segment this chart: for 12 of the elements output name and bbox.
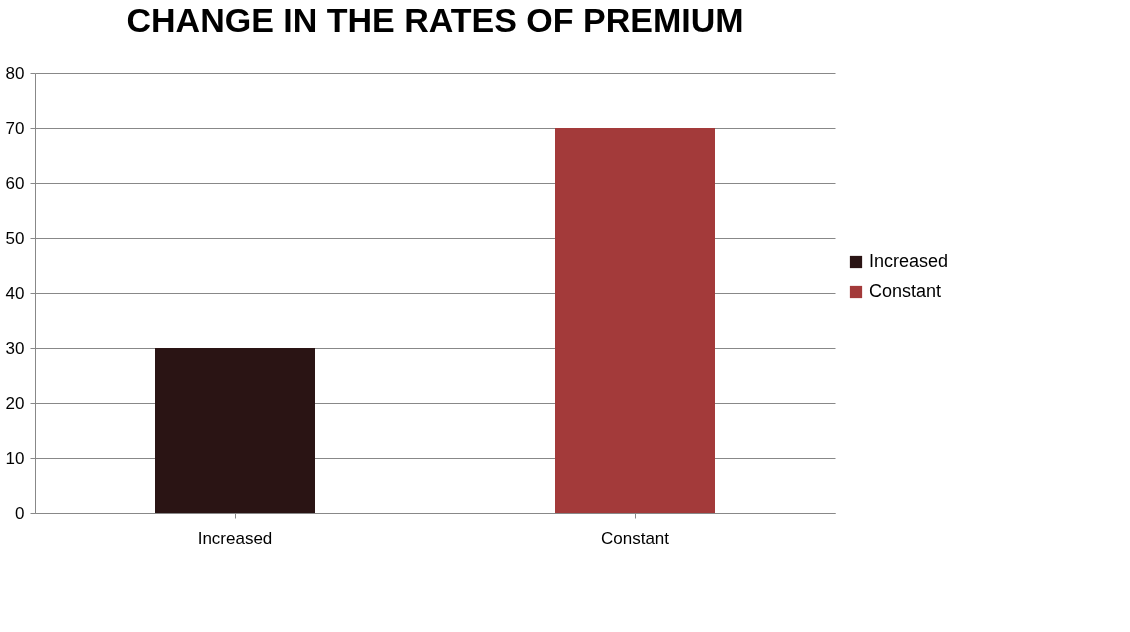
- y-tick-label: 10: [5, 448, 25, 468]
- legend-label: Increased: [869, 251, 949, 271]
- y-tick-label: 40: [5, 283, 25, 303]
- y-tick-label: 50: [5, 228, 25, 248]
- y-tick-label: 70: [5, 118, 25, 138]
- y-tick-label: 80: [5, 63, 25, 83]
- y-tick-label: 20: [5, 393, 25, 413]
- y-tick-label: 30: [5, 338, 25, 358]
- chart-title: CHANGE IN THE RATES OF PREMIUM: [126, 1, 744, 39]
- legend-label: Constant: [869, 281, 942, 301]
- y-tick-label: 60: [5, 173, 25, 193]
- y-tick-label: 0: [15, 503, 25, 523]
